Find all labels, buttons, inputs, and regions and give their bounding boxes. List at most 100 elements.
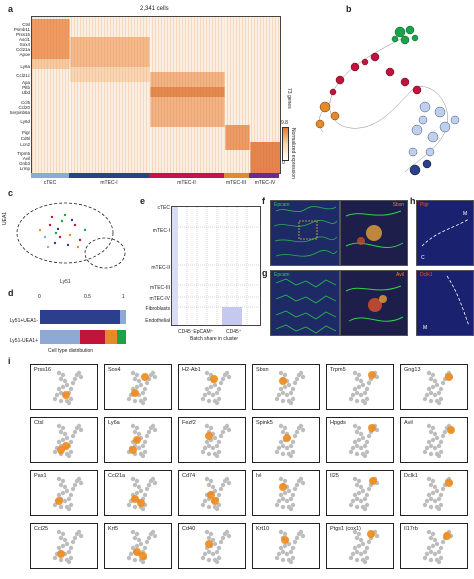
epcam-image-g: Epcam: [270, 270, 340, 336]
panel-h-letter: h: [410, 196, 416, 206]
umap-gene-label: Cd74: [182, 473, 196, 479]
umap-graphic: [274, 476, 306, 512]
umap-gene-label: Krt5: [108, 526, 119, 532]
cluster-label: mTEC-I: [100, 180, 118, 186]
umap-gene-label: Trpm5: [330, 367, 346, 373]
umap-graphic: [348, 423, 380, 459]
umap-panel: Fezf2: [178, 417, 246, 463]
umap-graphic: [200, 476, 232, 512]
h-m-label: M: [463, 211, 468, 217]
panel-c-xlabel: Ly51: [60, 279, 71, 285]
d-xlabel: Cell type distribution: [48, 348, 94, 354]
gene-label: Ascl1: [18, 37, 30, 42]
d-tick-1: 1: [122, 294, 125, 300]
d-tick-05: 0.5: [84, 294, 91, 300]
umap-graphic: [422, 476, 454, 512]
umap-panel: Spink5: [252, 417, 320, 463]
cluster-label: mTEC-II: [177, 180, 196, 186]
e-row-label: mTEC-III: [150, 285, 170, 291]
umap-graphic: [422, 423, 455, 459]
gene-label: Trpm5: [17, 151, 30, 156]
cluster-bar-mtec-iii: [224, 173, 249, 178]
umap-panel: Cd74: [178, 470, 246, 516]
umap-graphic: [52, 370, 84, 406]
umap-panel: Ccl25: [30, 523, 98, 569]
umap-gene-label: Pax1: [34, 473, 47, 479]
h-m-label-2: M: [423, 325, 428, 331]
g-left-label: Epcam: [274, 272, 290, 278]
gene-label: Ly6d: [20, 119, 30, 124]
f-left-label: Epcam: [274, 202, 290, 208]
umap-graphic: [52, 529, 84, 565]
umap-graphic: [348, 529, 380, 565]
d-tick-0: 0: [38, 294, 41, 300]
gene-label: Apa: [21, 80, 30, 85]
heatmap-graphic: [32, 17, 280, 173]
cluster-bar-mtec-ii: [149, 173, 224, 178]
umap-panel: Il25: [326, 470, 394, 516]
gene-label: Gnb3: [18, 161, 30, 166]
umap-graphic: [126, 476, 158, 512]
e-col2-label: CD45⁺: [226, 329, 242, 335]
umap-gene-label: Krt10: [256, 526, 270, 532]
umap-gene-label: Ly6a: [108, 420, 120, 426]
umap-gene-label: Spink5: [256, 420, 273, 426]
expression-legend-gradient: [282, 127, 289, 161]
umap-panel: Trpm5: [326, 364, 394, 410]
umap-panel: Ivl: [252, 470, 320, 516]
umap-gene-label: Cd40: [182, 526, 196, 532]
gene-label: Pigr: [21, 130, 30, 135]
cluster-bar-mtec-iv: [249, 173, 279, 178]
genes-count-label: 73 genes: [286, 88, 292, 109]
umap-graphic: [200, 423, 232, 459]
gene-label: Prss16: [15, 32, 30, 37]
e-row-label: mTEC-II: [151, 265, 170, 271]
dclk1-image: Dclk1 M: [416, 270, 474, 336]
umap-graphic: [348, 370, 380, 406]
sbsn-image: Sbsn: [340, 200, 408, 266]
h-c-label: C: [421, 255, 425, 261]
legend-min: 0: [282, 160, 285, 166]
umap-graphic: [274, 423, 306, 459]
e-row-label: Endothelial: [145, 318, 170, 324]
gene-label: Serpinb6a: [9, 110, 30, 115]
umap-gene-label: Dclk1: [404, 473, 418, 479]
e-row-label: cTEC: [157, 205, 171, 211]
gene-label: Ly6a: [20, 64, 30, 69]
panel-e-letter: e: [140, 196, 146, 206]
d-row-label-1: Ly51+UEA1-: [9, 318, 38, 324]
umap-panel: Sbsn: [252, 364, 320, 410]
epcam-image-f: Epcam: [270, 200, 340, 266]
umap-panel: Ptgs1 (cox1): [326, 523, 394, 569]
umap-graphic: [348, 476, 380, 512]
cluster-bar-mtec-i: [69, 173, 149, 178]
panel-c-ylabel: UEA1: [2, 211, 8, 225]
cell-count-header: 2,341 cells: [140, 6, 169, 12]
umap-gene-label: Ccl25: [34, 526, 49, 532]
umap-graphic: [126, 370, 158, 406]
umap-panel: Cd40: [178, 523, 246, 569]
panel-i-letter: i: [8, 356, 11, 366]
gene-label: Ctsl: [22, 22, 30, 27]
umap-gene-label: Ivl: [256, 473, 262, 479]
umap-graphic: [422, 529, 454, 565]
umap-graphic: [200, 370, 232, 406]
umap-graphic: [422, 370, 454, 406]
umap-gene-label: Gng13: [404, 367, 421, 373]
legend-max: 9.8: [281, 120, 288, 126]
batch-share-graphic: [172, 207, 260, 325]
umap-graphic: [200, 529, 232, 565]
expression-heatmap: [31, 16, 281, 174]
gene-label: Ccl5: [20, 100, 30, 105]
umap-gene-label: Ctsl: [34, 420, 44, 426]
panel-c-letter: c: [8, 188, 14, 198]
umap-gene-label: Ccl21a: [108, 473, 126, 479]
cluster-label: cTEC: [43, 180, 57, 186]
umap-graphic: [52, 476, 84, 512]
umap-gene-label: H2-Ab1: [182, 367, 201, 373]
batch-share-plot: [171, 206, 261, 326]
e-xlabel: Batch share in cluster: [190, 336, 239, 342]
umap-panel: H2-Ab1: [178, 364, 246, 410]
umap-graphic: [126, 529, 158, 565]
panel-a-letter: a: [8, 4, 14, 14]
